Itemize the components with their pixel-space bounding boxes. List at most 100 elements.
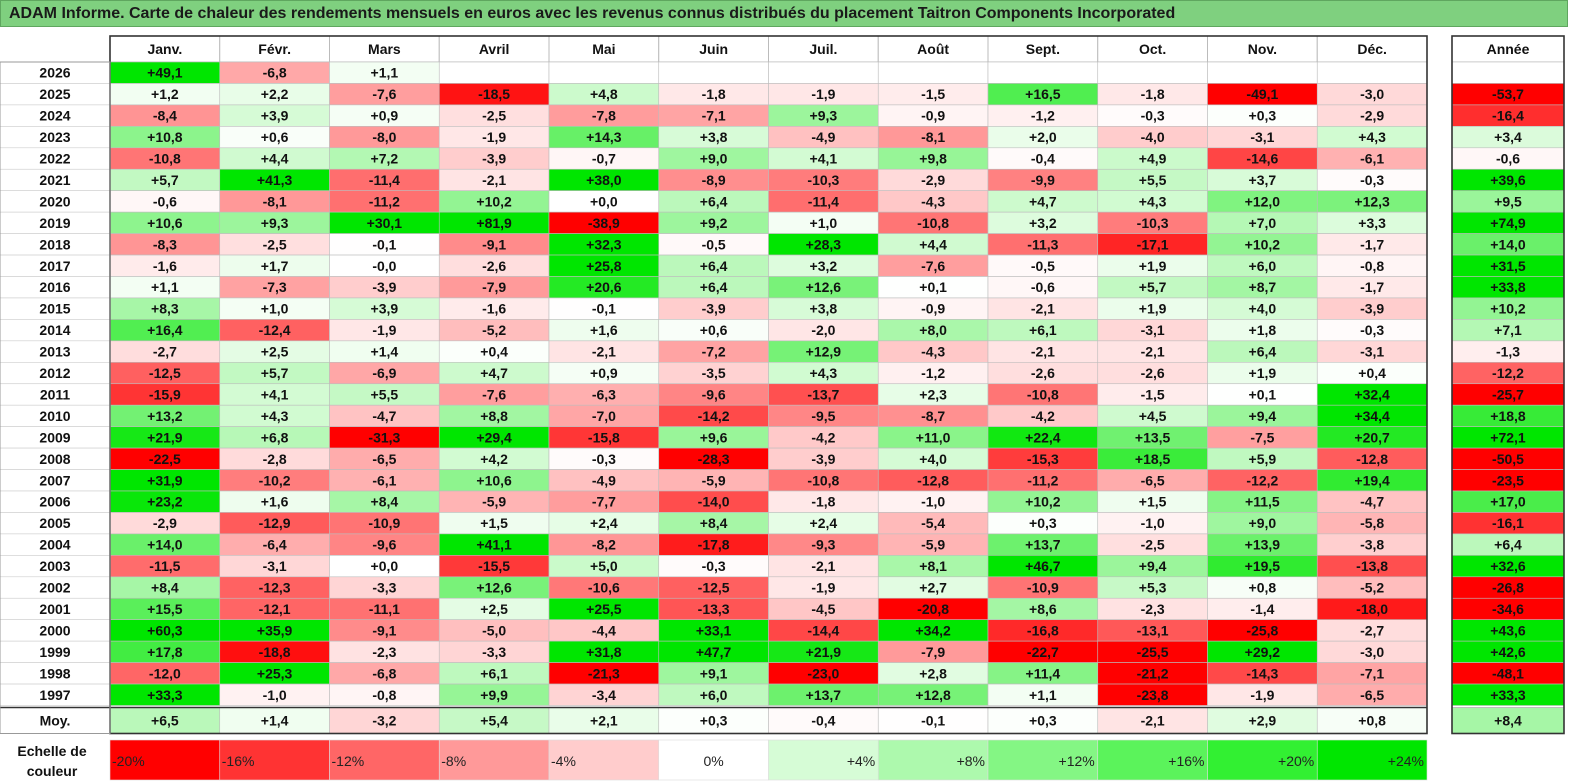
cell-value: -11,3 xyxy=(1027,236,1058,252)
cell-value: -2,1 xyxy=(1031,301,1055,317)
year-label: 1999 xyxy=(39,644,70,660)
cell-value: -3,3 xyxy=(372,580,396,596)
cell-value: -18,8 xyxy=(259,644,291,660)
cell-value: -31,3 xyxy=(368,429,400,445)
color-scale-label: couleur xyxy=(27,763,78,779)
cell-value: +1,2 xyxy=(151,86,179,102)
scale-label: -16% xyxy=(222,753,255,769)
cell-value: +1,0 xyxy=(261,301,289,317)
cell-value: +7,0 xyxy=(1249,215,1277,231)
cell-value: -8,0 xyxy=(372,129,396,145)
cell-value: -8,7 xyxy=(921,408,945,424)
cell-value: -11,2 xyxy=(369,193,400,209)
cell-value: +9,0 xyxy=(1249,515,1277,531)
annual-value: +74,9 xyxy=(1490,215,1526,231)
cell-value: +0,6 xyxy=(261,129,289,145)
cell-value: -3,1 xyxy=(1141,322,1165,338)
cell-value: -12,9 xyxy=(259,515,291,531)
cell-value: +4,4 xyxy=(261,151,289,167)
month-label: Mars xyxy=(368,41,401,57)
cell-value: -4,7 xyxy=(372,408,396,424)
cell-value: +2,5 xyxy=(480,601,508,617)
scale-label: +20% xyxy=(1278,753,1314,769)
cell-value: -0,9 xyxy=(921,301,945,317)
cell-value: -11,5 xyxy=(149,558,180,574)
cell-value: -7,0 xyxy=(592,408,616,424)
cell-value: +1,6 xyxy=(261,494,289,510)
cell-value: +0,3 xyxy=(1029,515,1057,531)
cell-value: -4,2 xyxy=(1031,408,1055,424)
year-header-cell xyxy=(1451,35,1565,63)
cell-value: -9,9 xyxy=(1031,172,1055,188)
cell-value: +3,8 xyxy=(810,301,838,317)
cell-value: -1,2 xyxy=(921,365,945,381)
cell-value: +4,4 xyxy=(919,236,947,252)
cell-value: -2,9 xyxy=(1360,108,1384,124)
cell-value: -9,1 xyxy=(482,236,506,252)
cell-value: +4,3 xyxy=(1139,193,1167,209)
annual-value: -26,8 xyxy=(1492,580,1524,596)
cell-value: -18,0 xyxy=(1356,601,1388,617)
cell-value: -6,5 xyxy=(1141,472,1165,488)
cell-value: +5,5 xyxy=(371,386,399,402)
year-column-border xyxy=(0,61,111,734)
cell-value: -3,5 xyxy=(702,365,726,381)
month-label: Mai xyxy=(592,41,615,57)
cell-value: -2,6 xyxy=(1031,365,1055,381)
cell-value: -5,9 xyxy=(921,537,945,553)
cell-value: -28,3 xyxy=(698,451,730,467)
annual-value: +33,8 xyxy=(1490,279,1526,295)
cell-value: -2,1 xyxy=(1031,344,1055,360)
cell-value: +34,2 xyxy=(915,622,951,638)
scale-swatch xyxy=(219,739,330,781)
cell-value: +6,1 xyxy=(1029,322,1057,338)
cell-value: -9,5 xyxy=(811,408,835,424)
annual-value: +33,3 xyxy=(1490,687,1526,703)
year-label: 2017 xyxy=(39,258,70,274)
cell-value: -0,1 xyxy=(372,236,396,252)
cell-value: -2,1 xyxy=(482,172,506,188)
cell-value: +12,6 xyxy=(476,580,512,596)
heat-cell xyxy=(877,61,989,84)
scale-label: -20% xyxy=(112,753,145,769)
cell-value: -8,1 xyxy=(921,129,945,145)
cell-value: -10,9 xyxy=(368,515,400,531)
cell-value: -6,1 xyxy=(1360,151,1384,167)
cell-value: -10,8 xyxy=(807,472,839,488)
annual-value: -25,7 xyxy=(1492,386,1524,402)
cell-value: -10,8 xyxy=(149,151,181,167)
cell-value: -6,8 xyxy=(372,665,396,681)
cell-value: +4,1 xyxy=(261,386,289,402)
annual-value: -50,5 xyxy=(1492,451,1524,467)
cell-value: -12,0 xyxy=(149,665,181,681)
cell-value: -12,8 xyxy=(1356,451,1388,467)
cell-value: -1,8 xyxy=(1141,86,1165,102)
cell-value: +46,7 xyxy=(1025,558,1061,574)
cell-value: +81,9 xyxy=(476,215,512,231)
cell-value: +16,4 xyxy=(147,322,183,338)
cell-value: -13,1 xyxy=(1137,622,1169,638)
average-value: +1,4 xyxy=(261,713,289,729)
year-label: 2018 xyxy=(39,236,70,252)
cell-value: -4,9 xyxy=(592,472,616,488)
average-cell xyxy=(219,707,330,734)
cell-value: +20,6 xyxy=(586,279,622,295)
cell-value: +30,1 xyxy=(367,215,403,231)
cell-value: +9,3 xyxy=(261,215,289,231)
cell-value: -6,3 xyxy=(592,386,616,402)
cell-value: +32,3 xyxy=(586,236,622,252)
year-label: 2001 xyxy=(39,601,70,617)
cell-value: +7,2 xyxy=(371,151,399,167)
cell-value: -7,1 xyxy=(1360,665,1384,681)
cell-value: -3,9 xyxy=(702,301,726,317)
cell-value: -0,5 xyxy=(1031,258,1055,274)
annual-value: +6,4 xyxy=(1494,537,1522,553)
cell-value: -15,5 xyxy=(478,558,510,574)
annual-value: -16,4 xyxy=(1492,108,1524,124)
average-value: -2,1 xyxy=(1141,713,1165,729)
cell-value: +4,3 xyxy=(1358,129,1386,145)
cell-value: -4,3 xyxy=(921,344,945,360)
cell-value: +4,2 xyxy=(480,451,508,467)
year-label: 2000 xyxy=(39,622,70,638)
